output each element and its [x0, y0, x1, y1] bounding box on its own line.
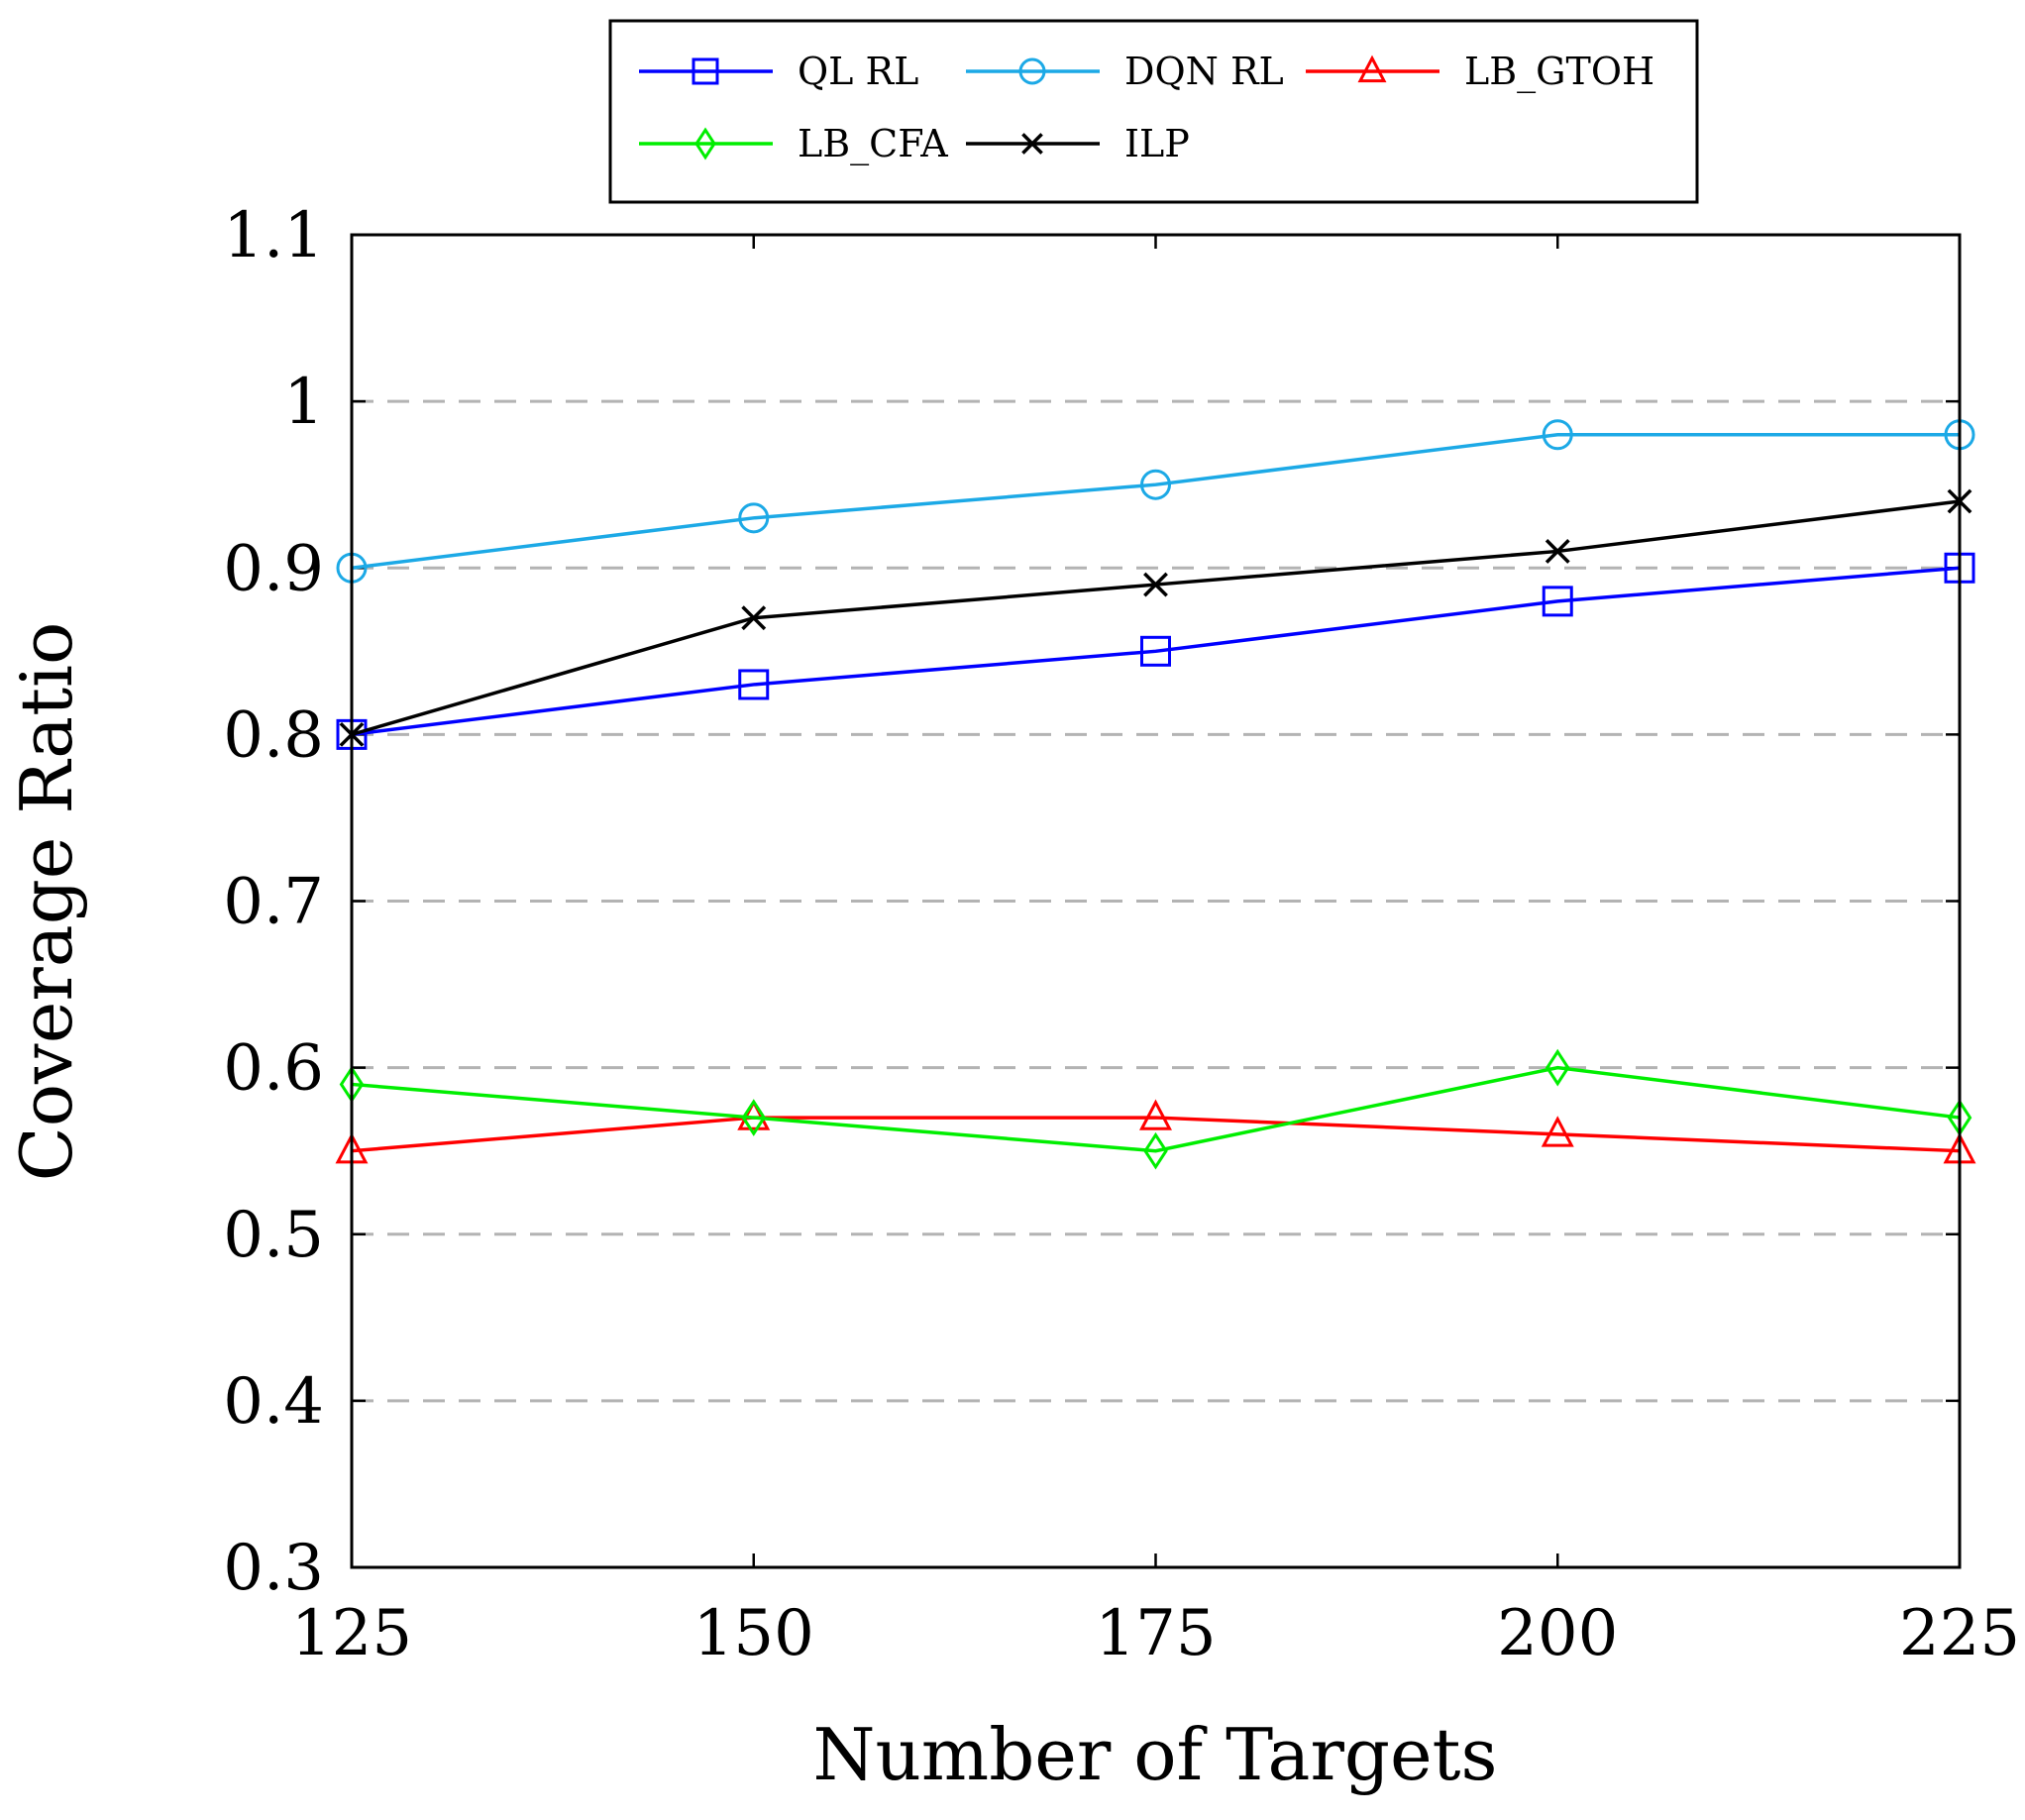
series-line-lb-cfa [351, 1065, 1961, 1153]
series-line-dqn-rl [351, 433, 1960, 570]
data-point-ql-rl [1542, 586, 1573, 617]
y-tick-label: 0.6 [223, 1032, 324, 1106]
legend-frame [608, 19, 1699, 204]
axis-tick-labels: 0.3 0.4 0.5 0.6 0.7 0.8 0.9 1 1.1 125 150 175 200 225 [223, 199, 2020, 1670]
data-point-dqn-rl [1140, 469, 1171, 500]
legend-label: LB_GTOH [1464, 50, 1654, 94]
legend-marker-ql-rl [692, 57, 719, 85]
legend-marker-lb-cfa [694, 127, 716, 161]
y-tick-label: 0.4 [223, 1365, 324, 1439]
y-tick-label: 0.3 [223, 1532, 324, 1605]
series-line-lb-gtoh [351, 1116, 1961, 1153]
series-line-ql-rl [351, 566, 1961, 737]
legend-marker-dqn-rl [1018, 57, 1046, 85]
data-point-dqn-rl [738, 502, 770, 534]
legend-item-ql-rl: QL RL [639, 50, 918, 93]
legend-item-ilp: ILP [966, 122, 1190, 165]
y-tick-label: 0.7 [223, 866, 324, 939]
data-point-lb-gtoh [1541, 1116, 1574, 1147]
data-point-ilp [1545, 538, 1570, 564]
legend-label: DQN RL [1124, 50, 1284, 93]
y-tick-label: 0.5 [223, 1199, 324, 1272]
data-point-lb-gtoh [1139, 1099, 1172, 1130]
plot-frame [350, 233, 1962, 1569]
legend: QL RL DQN RL LB_GTOH LB_CFA ILP [608, 19, 1699, 204]
series-ilp [339, 488, 1972, 747]
x-tick-label: 150 [693, 1597, 814, 1670]
legend-label: QL RL [798, 50, 918, 93]
data-point-ilp [741, 605, 767, 631]
grid-lines [352, 399, 1960, 1403]
legend-label: LB_CFA [798, 122, 948, 166]
x-tick-label: 175 [1095, 1597, 1216, 1670]
legend-marker-ilp [1021, 133, 1043, 155]
plot-series [335, 419, 1976, 1170]
data-point-ilp [1143, 572, 1168, 597]
x-tick-label: 200 [1497, 1597, 1618, 1670]
data-point-lb-cfa [741, 1099, 767, 1136]
legend-label: ILP [1124, 122, 1190, 165]
y-tick-label: 1.1 [223, 199, 324, 272]
y-tick-label: 1 [283, 366, 324, 439]
x-axis-title: Number of Targets [813, 1713, 1498, 1796]
legend-item-lb-cfa: LB_CFA [639, 122, 948, 166]
legend-item-lb-gtoh: LB_GTOH [1306, 50, 1654, 94]
data-point-ql-rl [1140, 635, 1171, 667]
y-tick-label: 0.8 [223, 698, 324, 772]
y-tick-label: 0.9 [223, 532, 324, 605]
x-tick-label: 125 [291, 1597, 412, 1670]
legend-item-dqn-rl: DQN RL [966, 50, 1284, 93]
y-axis-title: Coverage Ratio [5, 622, 88, 1182]
x-tick-label: 225 [1899, 1597, 2020, 1670]
data-point-ql-rl [738, 669, 770, 700]
data-point-dqn-rl [1542, 419, 1573, 451]
legend-marker-lb-gtoh [1357, 54, 1387, 83]
data-point-lb-cfa [1545, 1048, 1570, 1087]
data-point-lb-cfa [1143, 1131, 1168, 1170]
